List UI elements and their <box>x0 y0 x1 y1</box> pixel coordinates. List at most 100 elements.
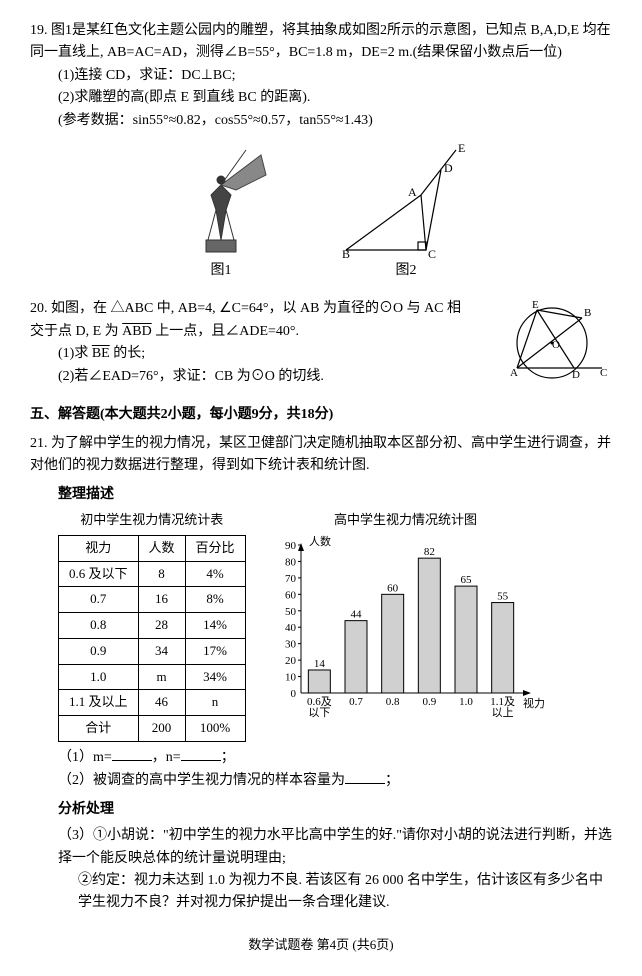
table-cell: 8 <box>138 561 185 587</box>
blank-n <box>181 746 221 761</box>
table-cell: 0.6 及以下 <box>59 561 139 587</box>
svg-text:90: 90 <box>285 540 297 552</box>
q19-part1: (1)连接 CD，求证：DC⊥BC; <box>30 65 612 87</box>
chart-title: 高中学生视力情况统计图 <box>266 510 546 531</box>
table-cell: 28 <box>138 613 185 639</box>
table-cell: 14% <box>185 613 245 639</box>
table-cell: 8% <box>185 587 245 613</box>
problem-number: 19. <box>30 23 48 38</box>
chart-block: 高中学生视力情况统计图 1020304050607080900人数视力140.6… <box>266 510 546 725</box>
svg-text:44: 44 <box>350 608 362 620</box>
q20-text2: 上一点，且∠ADE=40°. <box>152 324 299 339</box>
svg-text:80: 80 <box>285 556 297 568</box>
table-cell: 1.1 及以上 <box>59 690 139 716</box>
table-cell: 0.7 <box>59 587 139 613</box>
svg-text:60: 60 <box>285 589 297 601</box>
table-cell: 0.8 <box>59 613 139 639</box>
table-row: 0.6 及以下84% <box>59 561 246 587</box>
table-title: 初中学生视力情况统计表 <box>58 510 246 531</box>
table-row: 1.1 及以上46n <box>59 690 246 716</box>
problem-number: 20. <box>30 301 48 316</box>
table-cell: 34% <box>185 664 245 690</box>
q19-ref: (参考数据：sin55°≈0.82，cos55°≈0.57，tan55°≈1.4… <box>30 110 612 132</box>
svg-text:D: D <box>572 369 580 381</box>
table-cell: 34 <box>138 638 185 664</box>
problem-text: 图1是某红色文化主题公园内的雕塑，将其抽象成如图2所示的示意图，已知点 B,A,… <box>30 23 611 60</box>
problem-number: 21. <box>30 436 48 451</box>
q21-p3b: ②约定：视力未达到 1.0 为视力不良. 若该区有 26 000 名中学生，估计… <box>30 870 612 915</box>
blank-m <box>112 746 152 761</box>
q20-part2: (2)若∠EAD=76°，求证：CB 为⊙O 的切线. <box>30 366 472 388</box>
svg-text:D: D <box>444 161 453 175</box>
svg-text:30: 30 <box>285 638 297 650</box>
q21-p3: （3）①小胡说："初中学生的视力水平比高中学生的好."请你对小胡的说法进行判断，… <box>30 825 612 870</box>
q19-part2: (2)求雕塑的高(即点 E 到直线 BC 的距离). <box>30 87 612 109</box>
svg-text:C: C <box>600 367 607 379</box>
table-cell: m <box>138 664 185 690</box>
table-cell: 16 <box>138 587 185 613</box>
svg-text:10: 10 <box>285 671 297 683</box>
q21-sub2: 分析处理 <box>30 799 612 821</box>
svg-text:以上: 以上 <box>491 706 513 719</box>
q21-sub1: 整理描述 <box>30 484 612 506</box>
table-cell: 1.0 <box>59 664 139 690</box>
table-cell: 46 <box>138 690 185 716</box>
table-cell: 17% <box>185 638 245 664</box>
svg-text:70: 70 <box>285 573 297 585</box>
problem-21: 21. 为了解中学生的视力情况，某区卫健部门决定随机抽取本区部分初、高中学生进行… <box>30 433 612 915</box>
table-row: 0.7168% <box>59 587 246 613</box>
figure-2: B C A D E 图2 <box>336 140 476 282</box>
q21-p1: （1）m=，n=； <box>30 746 612 769</box>
svg-text:40: 40 <box>285 622 297 634</box>
svg-text:B: B <box>584 307 591 319</box>
bar-chart: 1020304050607080900人数视力140.6及以下440.7600.… <box>266 535 546 725</box>
table-header: 视力 <box>59 535 139 561</box>
table-cell: 0.9 <box>59 638 139 664</box>
svg-text:0.7: 0.7 <box>349 696 363 708</box>
fig2-label: 图2 <box>336 260 476 282</box>
svg-text:A: A <box>408 185 417 199</box>
svg-text:60: 60 <box>387 582 399 594</box>
table-row: 1.0m34% <box>59 664 246 690</box>
table-cell: 合计 <box>59 716 139 742</box>
svg-text:82: 82 <box>423 546 434 558</box>
table-header: 人数 <box>138 535 185 561</box>
table-row: 0.93417% <box>59 638 246 664</box>
fig1-label: 图1 <box>166 260 276 282</box>
svg-text:B: B <box>342 247 350 260</box>
q21-text: 为了解中学生的视力情况，某区卫健部门决定随机抽取本区部分初、高中学生进行调查，并… <box>30 436 611 473</box>
table-cell: 4% <box>185 561 245 587</box>
svg-text:65: 65 <box>460 574 472 586</box>
table-cell: 200 <box>138 716 185 742</box>
svg-text:14: 14 <box>313 658 325 670</box>
page-footer: 数学试题卷 第4页 (共6页) <box>30 935 612 956</box>
svg-text:50: 50 <box>285 605 297 617</box>
q19-figures: 图1 B C A D E 图2 <box>30 140 612 282</box>
svg-text:E: E <box>532 299 539 311</box>
q21-p2: （2）被调查的高中学生视力情况的样本容量为； <box>30 769 612 792</box>
table-block: 初中学生视力情况统计表 视力人数百分比 0.6 及以下84%0.7168%0.8… <box>58 510 246 746</box>
svg-text:视力: 视力 <box>523 696 545 710</box>
svg-text:20: 20 <box>285 655 297 667</box>
svg-text:C: C <box>428 247 436 260</box>
svg-text:E: E <box>458 141 465 155</box>
q21-data-row: 初中学生视力情况统计表 视力人数百分比 0.6 及以下84%0.7168%0.8… <box>30 510 612 746</box>
svg-text:A: A <box>510 367 518 379</box>
table-header: 百分比 <box>185 535 245 561</box>
svg-text:55: 55 <box>497 590 509 602</box>
table-row: 合计200100% <box>59 716 246 742</box>
svg-text:1.0: 1.0 <box>459 696 473 708</box>
table-row: 0.82814% <box>59 613 246 639</box>
problem-19: 19. 图1是某红色文化主题公园内的雕塑，将其抽象成如图2所示的示意图，已知点 … <box>30 20 612 282</box>
svg-text:人数: 人数 <box>309 535 331 548</box>
table-cell: 100% <box>185 716 245 742</box>
vision-table: 视力人数百分比 0.6 及以下84%0.7168%0.82814%0.93417… <box>58 535 246 742</box>
svg-text:0.8: 0.8 <box>385 696 399 708</box>
table-cell: n <box>185 690 245 716</box>
svg-text:0.9: 0.9 <box>422 696 436 708</box>
q20-part1: (1)求 BE 的长; <box>30 343 472 365</box>
section-5-title: 五、解答题(本大题共2小题，每小题9分，共18分) <box>30 404 612 426</box>
svg-text:以下: 以下 <box>308 707 330 719</box>
figure-1: 图1 <box>166 140 276 282</box>
svg-text:0: 0 <box>290 688 296 700</box>
